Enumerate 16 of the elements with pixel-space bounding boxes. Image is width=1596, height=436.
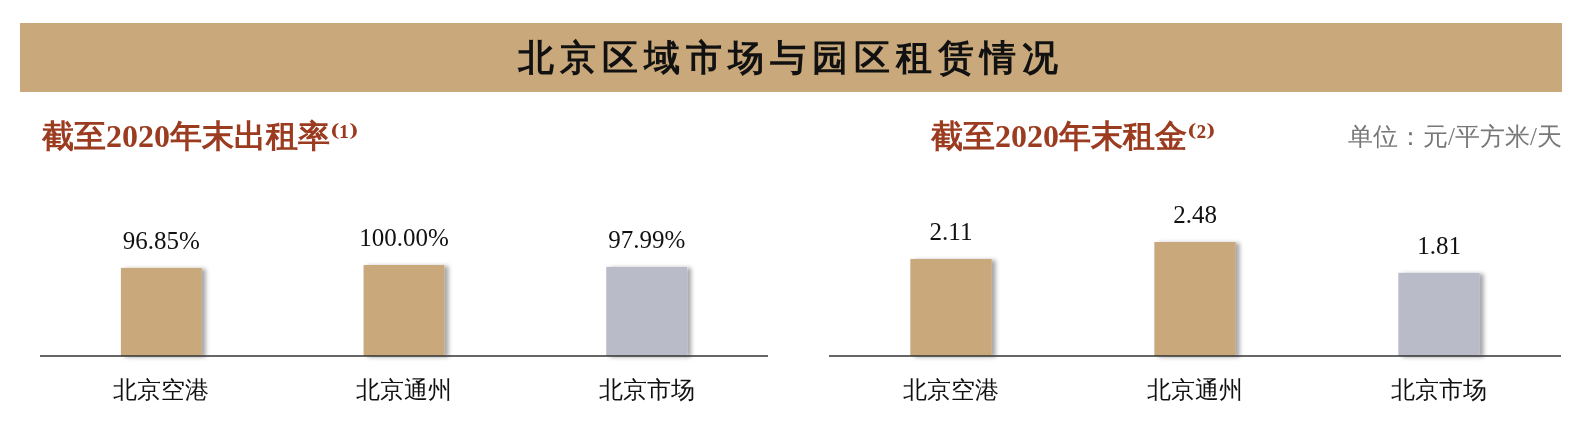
data-label: 96.85% <box>122 226 200 254</box>
x-tick-label: 北京空港 <box>903 376 999 403</box>
x-tick-label: 北京通州 <box>356 376 452 403</box>
x-tick-label: 北京市场 <box>598 376 695 403</box>
data-label: 2.48 <box>1173 201 1217 228</box>
chart-title: 截至2020年末租金⁽²⁾ <box>930 118 1216 154</box>
x-tick-label: 北京通州 <box>1147 376 1243 403</box>
data-label: 97.99% <box>608 225 686 253</box>
data-label: 2.11 <box>929 218 973 246</box>
text: 单位：元/平方米/天 <box>1348 123 1562 150</box>
data-label: 1.81 <box>1417 231 1461 259</box>
x-tick-label: 北京市场 <box>1391 376 1487 403</box>
chart-title: 截至2020年末出租率⁽¹⁾ <box>41 118 359 154</box>
text: 北京区域市场与园区租赁情况 <box>517 38 1064 78</box>
data-label: 100.00% <box>359 224 449 251</box>
x-tick-label: 北京空港 <box>113 376 210 403</box>
